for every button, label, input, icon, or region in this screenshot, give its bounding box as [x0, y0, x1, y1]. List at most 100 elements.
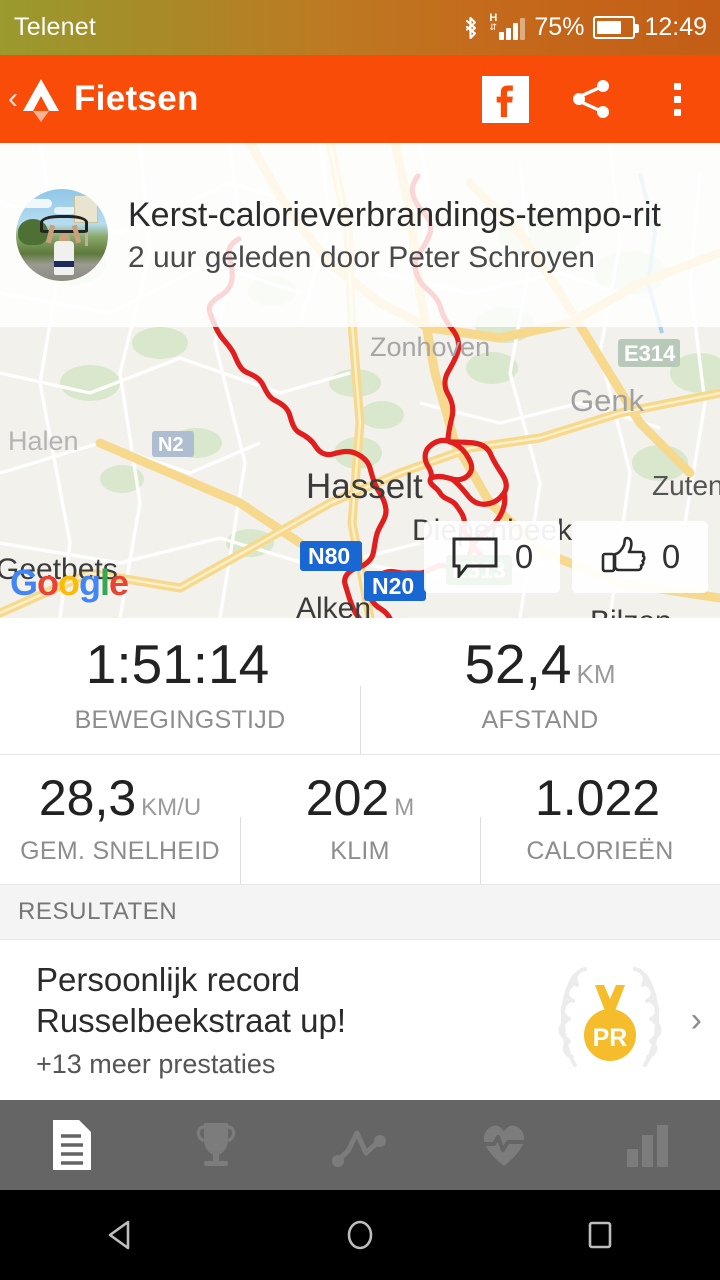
bar-chart-icon [627, 1125, 668, 1167]
status-bar: Telenet H ⇵ 75% 12:49 [0, 0, 720, 55]
avatar[interactable] [16, 189, 108, 281]
pr-medal-icon: PR [583, 985, 636, 1061]
thumbs-up-icon [601, 536, 646, 573]
laurel-wreath-icon [558, 967, 662, 1067]
stat-divider [240, 817, 241, 884]
stat-elevation-gain: 202 M KLIM [240, 755, 480, 884]
results-section-header: RESULTATEN [0, 884, 720, 940]
bottom-tab-bar [0, 1100, 720, 1190]
kebab-icon [673, 82, 681, 116]
google-logo: Google [10, 562, 129, 603]
stat-moving-time: 1:51:14 BEWEGINGSTIJD [0, 618, 360, 754]
activity-title-block: Kerst-calorieverbrandings-tempo-rit 2 uu… [128, 195, 704, 275]
svg-text:N2: N2 [158, 434, 184, 456]
svg-text:Genk: Genk [570, 383, 645, 418]
square-recents-icon [588, 1221, 612, 1249]
document-icon [53, 1120, 91, 1170]
carrier-label: Telenet [14, 13, 97, 41]
result-line1: Persoonlijk record [36, 961, 301, 999]
stat-unit: KM [576, 659, 616, 689]
app-bar: ‹ Fietsen [0, 55, 720, 143]
svg-text:N20: N20 [372, 573, 414, 599]
android-navigation-bar [0, 1190, 720, 1280]
share-button[interactable] [548, 55, 634, 143]
stat-unit: M [394, 794, 415, 821]
stat-label: GEM. SNELHEID [20, 837, 220, 865]
result-text-block: Persoonlijk record Russelbeekstraat up! … [36, 960, 545, 1080]
stat-unit: KM/U [141, 794, 202, 821]
stat-divider [360, 686, 361, 754]
circle-home-icon [347, 1220, 373, 1250]
map-social-actions: 0 0 [424, 521, 708, 593]
stat-label: KLIM [330, 837, 390, 865]
primary-stats-row: 1:51:14 BEWEGINGSTIJD 52,4 KM AFSTAND [0, 618, 720, 754]
signal-icon: H ⇵ [488, 11, 526, 40]
stat-value: 28,3 [38, 770, 137, 826]
tab-analysis[interactable] [288, 1100, 432, 1190]
back-button[interactable]: ‹ [8, 82, 18, 115]
svg-text:Halen: Halen [8, 426, 79, 456]
stat-value: 202 [305, 770, 390, 826]
comment-button[interactable]: 0 [424, 521, 560, 593]
stat-value: 1.022 [534, 770, 661, 826]
stat-label: BEWEGINGSTIJD [74, 706, 286, 734]
chevron-right-icon: › [690, 1000, 702, 1039]
like-button[interactable]: 0 [572, 521, 708, 593]
android-home-button[interactable] [300, 1190, 420, 1280]
network-arrow-icon: ⇵ [489, 21, 497, 32]
svg-text:Geetbets: Geetbets [0, 553, 118, 586]
stat-label: AFSTAND [481, 706, 599, 734]
strava-logo-icon[interactable] [18, 75, 64, 123]
svg-text:Zuten: Zuten [652, 470, 720, 501]
activity-header: Kerst-calorieverbrandings-tempo-rit 2 uu… [0, 143, 720, 327]
gps-route-east [447, 439, 509, 507]
like-count: 0 [661, 538, 681, 575]
comment-count: 0 [514, 538, 534, 575]
stat-calories: 1.022 CALORIEËN [480, 755, 720, 884]
heart-pulse-icon [482, 1125, 526, 1166]
stat-value: 1:51:14 [85, 633, 270, 695]
svg-text:Bilzen: Bilzen [590, 605, 672, 618]
comment-icon [452, 537, 498, 578]
pr-badge: PR [545, 955, 675, 1085]
clock-label: 12:49 [644, 13, 707, 41]
tab-segments[interactable] [144, 1100, 288, 1190]
result-more-label: +13 meer prestaties [36, 1048, 276, 1079]
svg-text:N80: N80 [308, 543, 350, 569]
facebook-share-button[interactable] [462, 55, 548, 143]
app-bar-title: Fietsen [74, 79, 199, 118]
pr-badge-text: PR [592, 1024, 627, 1052]
overflow-menu-button[interactable] [634, 55, 720, 143]
bluetooth-icon [463, 15, 479, 41]
svg-text:Hasselt: Hasselt [306, 467, 423, 506]
activity-graph-icon [332, 1130, 386, 1167]
activity-title: Kerst-calorieverbrandings-tempo-rit [128, 195, 661, 234]
stat-distance: 52,4 KM AFSTAND [360, 618, 720, 754]
result-line2: Russelbeekstraat up! [36, 1001, 347, 1039]
svg-text:E314: E314 [624, 341, 676, 366]
android-back-button[interactable] [60, 1190, 180, 1280]
svg-text:Zonhoven: Zonhoven [370, 332, 490, 362]
svg-text:Alken: Alken [296, 592, 371, 618]
trophy-icon [196, 1123, 236, 1166]
network-type-label: H [489, 11, 498, 24]
tab-overview[interactable] [0, 1100, 144, 1190]
stat-divider [480, 817, 481, 884]
stat-value: 52,4 [464, 633, 572, 695]
tab-stats[interactable] [576, 1100, 720, 1190]
activity-subtitle: 2 uur geleden door Peter Schroyen [128, 241, 595, 275]
battery-icon [593, 16, 640, 39]
android-recents-button[interactable] [540, 1190, 660, 1280]
app-bar-actions [462, 55, 720, 143]
battery-percent-label: 75% [534, 13, 585, 41]
tab-heartrate[interactable] [432, 1100, 576, 1190]
secondary-stats-row: 28,3 KM/U GEM. SNELHEID 202 M KLIM 1.022 C… [0, 754, 720, 884]
triangle-back-icon [108, 1220, 130, 1250]
stat-average-speed: 28,3 KM/U GEM. SNELHEID [0, 755, 240, 884]
result-row[interactable]: Persoonlijk record Russelbeekstraat up! … [0, 940, 720, 1100]
activity-map[interactable]: Zonhoven Genk Halen Hasselt Diepenbeek Z… [0, 143, 720, 618]
stat-label: CALORIEËN [526, 837, 674, 865]
status-icons: H ⇵ 75% 12:49 [463, 11, 707, 42]
results-section-label: RESULTATEN [18, 898, 178, 925]
